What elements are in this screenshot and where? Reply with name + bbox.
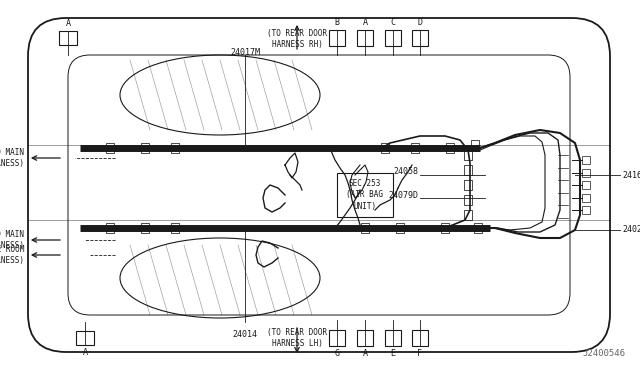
Bar [446,143,454,153]
Bar [381,143,389,153]
Text: J2400546: J2400546 [582,349,625,358]
Bar [171,143,179,153]
Bar [106,143,114,153]
Bar [464,150,472,160]
Bar [411,143,419,153]
Text: 24017M: 24017M [230,48,260,57]
Bar [582,206,590,214]
Bar [396,223,404,233]
Bar [385,330,401,346]
Text: 24079D: 24079D [388,190,418,199]
Text: (TO REAR DOOR
HARNESS LH): (TO REAR DOOR HARNESS LH) [267,328,327,348]
Bar [329,30,345,46]
Bar [106,223,114,233]
Bar [464,165,472,175]
Bar [141,223,149,233]
Bar [412,330,428,346]
Bar [474,223,482,233]
FancyBboxPatch shape [28,18,610,352]
Bar [464,210,472,220]
Bar [76,331,94,345]
Bar [471,140,479,150]
Bar [329,330,345,346]
Text: F: F [417,349,422,358]
Bar [171,223,179,233]
Text: A: A [362,18,367,27]
Bar [385,30,401,46]
Text: A: A [65,19,70,28]
Text: 24014: 24014 [232,330,257,339]
Text: SEC.253
(AIR BAG
UNIT): SEC.253 (AIR BAG UNIT) [346,179,383,211]
Bar [582,156,590,164]
Bar [464,180,472,190]
Bar [361,223,369,233]
Text: A: A [83,348,88,357]
Bar [412,30,428,46]
Bar [582,181,590,189]
Bar [59,31,77,45]
Text: (TO MAIN
HARNESS): (TO MAIN HARNESS) [0,148,24,168]
Text: (TO REAR DOOR
HARNESS RH): (TO REAR DOOR HARNESS RH) [267,29,327,49]
Bar [357,330,373,346]
Text: A: A [362,349,367,358]
Text: (TO ENGINE ROOM
HARNESS): (TO ENGINE ROOM HARNESS) [0,245,24,265]
Bar [357,30,373,46]
Text: G: G [335,349,339,358]
Text: 24027N: 24027N [622,225,640,234]
Bar [582,169,590,177]
Text: E: E [390,349,396,358]
Text: 24058: 24058 [393,167,418,176]
Bar [441,223,449,233]
Bar [582,194,590,202]
Bar [337,173,393,217]
Text: C: C [390,18,396,27]
Text: D: D [417,18,422,27]
Bar [464,195,472,205]
Text: 24167D: 24167D [622,170,640,180]
Bar [141,143,149,153]
Text: B: B [335,18,339,27]
Text: (TO MAIN
HARNESS): (TO MAIN HARNESS) [0,230,24,250]
